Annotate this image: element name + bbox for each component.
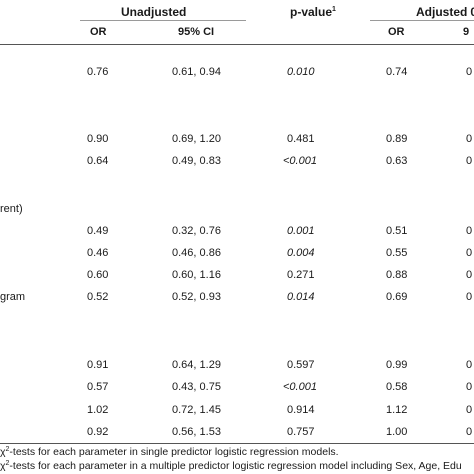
or-row-3: 0.64 <box>87 155 109 167</box>
adjusted-or-row-6: 0.88 <box>386 269 408 281</box>
or-row-2: 0.90 <box>87 133 109 145</box>
header-adjusted-text: Adjusted <box>416 5 468 19</box>
ci-row-6: 0.60, 1.16 <box>172 269 221 281</box>
p-value-row-8: 0.597 <box>287 359 315 371</box>
subheader-or-adjusted: OR <box>388 26 405 38</box>
footnote-1-superscript: 2 <box>5 446 10 453</box>
or-row-11: 0.92 <box>87 426 109 438</box>
p-value-row-11: 0.757 <box>287 426 315 438</box>
or-row-7: 0.52 <box>87 291 109 303</box>
adjusted-ci-row-7: 0 <box>466 291 473 303</box>
footnote-2-superscript: 2 <box>5 460 10 467</box>
header-underline-adjusted <box>370 20 474 21</box>
ci-row-5: 0.46, 0.86 <box>172 247 221 259</box>
adjusted-ci-row-9: 0 <box>466 381 473 393</box>
p-value-row-6: 0.271 <box>287 269 315 281</box>
or-row-4: 0.49 <box>87 225 109 237</box>
footnote-1: χ2-tests for each parameter in single pr… <box>0 446 339 459</box>
adjusted-ci-row-4: 0 <box>466 225 473 237</box>
or-row-5: 0.46 <box>87 247 109 259</box>
footnote-1-text: -tests for each parameter in single pred… <box>9 446 339 458</box>
p-value-row-9: <0.001 <box>283 381 317 393</box>
footnote-2-chi-symbol: χ <box>0 460 6 472</box>
p-value-row-7: 0.014 <box>287 291 315 303</box>
adjusted-or-row-9: 0.58 <box>386 381 408 393</box>
adjusted-ci-row-11: 0 <box>466 426 473 438</box>
adjusted-ci-row-1: 0 <box>466 66 473 78</box>
adjusted-or-row-7: 0.69 <box>386 291 408 303</box>
p-value-row-10: 0.914 <box>287 404 315 416</box>
ci-row-1: 0.61, 0.94 <box>172 66 221 78</box>
subheader-or-unadjusted: OR <box>90 26 107 38</box>
header-p-value-footnote-mark: 1 <box>332 6 336 13</box>
adjusted-or-row-5: 0.55 <box>386 247 408 259</box>
table-bottom-rule <box>0 443 474 444</box>
adjusted-ci-row-8: 0 <box>466 359 473 371</box>
ci-row-10: 0.72, 1.45 <box>172 404 221 416</box>
p-value-row-5: 0.004 <box>287 247 315 259</box>
adjusted-or-row-8: 0.99 <box>386 359 408 371</box>
ci-row-2: 0.69, 1.20 <box>172 133 221 145</box>
header-adjusted-overflow: 0 <box>470 5 474 19</box>
adjusted-or-row-11: 1.00 <box>386 426 408 438</box>
row-label-parent: rent) <box>0 203 23 215</box>
ci-row-3: 0.49, 0.83 <box>172 155 221 167</box>
adjusted-ci-row-2: 0 <box>466 133 473 145</box>
or-row-9: 0.57 <box>87 381 109 393</box>
adjusted-ci-row-5: 0 <box>466 247 473 259</box>
or-row-6: 0.60 <box>87 269 109 281</box>
subheader-ci-adjusted-overflow: 9 <box>463 26 470 38</box>
adjusted-ci-row-3: 0 <box>466 155 473 167</box>
or-row-10: 1.02 <box>87 404 109 416</box>
adjusted-or-row-1: 0.74 <box>386 66 408 78</box>
ci-row-7: 0.52, 0.93 <box>172 291 221 303</box>
header-underline-unadjusted <box>80 20 246 21</box>
p-value-row-1: 0.010 <box>287 66 315 78</box>
ci-row-9: 0.43, 0.75 <box>172 381 221 393</box>
footnote-1-chi-symbol: χ <box>0 446 6 458</box>
header-p-value-text: p-value <box>290 5 333 19</box>
subheader-ci-unadjusted: 95% CI <box>178 26 215 38</box>
p-value-row-4: 0.001 <box>287 225 315 237</box>
ci-row-8: 0.64, 1.29 <box>172 359 221 371</box>
adjusted-ci-row-10: 0 <box>466 404 473 416</box>
header-adjusted: Adjusted 0 <box>416 5 474 19</box>
footnote-2-text: -tests for each parameter in a multiple … <box>9 460 462 472</box>
header-unadjusted: Unadjusted <box>121 5 187 19</box>
adjusted-or-row-10: 1.12 <box>386 404 408 416</box>
adjusted-ci-row-6: 0 <box>466 269 473 281</box>
header-p-value: p-value1 <box>290 5 336 19</box>
p-value-row-3: <0.001 <box>283 155 317 167</box>
adjusted-or-row-4: 0.51 <box>386 225 408 237</box>
ci-row-4: 0.32, 0.76 <box>172 225 221 237</box>
adjusted-or-row-3: 0.63 <box>386 155 408 167</box>
adjusted-or-row-2: 0.89 <box>386 133 408 145</box>
row-label-program: gram <box>0 291 26 303</box>
footnote-2: χ2-tests for each parameter in a multipl… <box>0 460 462 473</box>
or-row-1: 0.76 <box>87 66 109 78</box>
or-row-8: 0.91 <box>87 359 109 371</box>
header-bottom-rule <box>0 44 474 45</box>
p-value-row-2: 0.481 <box>287 133 315 145</box>
ci-row-11: 0.56, 1.53 <box>172 426 221 438</box>
